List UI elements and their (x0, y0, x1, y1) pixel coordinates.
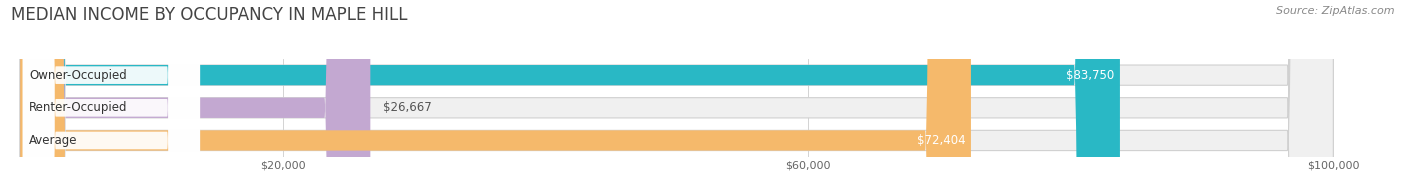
Text: Owner-Occupied: Owner-Occupied (30, 69, 127, 82)
Text: MEDIAN INCOME BY OCCUPANCY IN MAPLE HILL: MEDIAN INCOME BY OCCUPANCY IN MAPLE HILL (11, 6, 408, 24)
Text: Source: ZipAtlas.com: Source: ZipAtlas.com (1277, 6, 1395, 16)
FancyBboxPatch shape (20, 0, 1333, 196)
Text: $72,404: $72,404 (917, 134, 966, 147)
FancyBboxPatch shape (22, 0, 200, 196)
Text: Renter-Occupied: Renter-Occupied (30, 101, 128, 114)
FancyBboxPatch shape (22, 0, 200, 196)
FancyBboxPatch shape (22, 0, 200, 196)
FancyBboxPatch shape (20, 0, 1333, 196)
Text: $83,750: $83,750 (1066, 69, 1115, 82)
Text: Average: Average (30, 134, 77, 147)
FancyBboxPatch shape (20, 0, 972, 196)
FancyBboxPatch shape (20, 0, 370, 196)
FancyBboxPatch shape (20, 0, 1121, 196)
Text: $26,667: $26,667 (384, 101, 432, 114)
FancyBboxPatch shape (20, 0, 1333, 196)
